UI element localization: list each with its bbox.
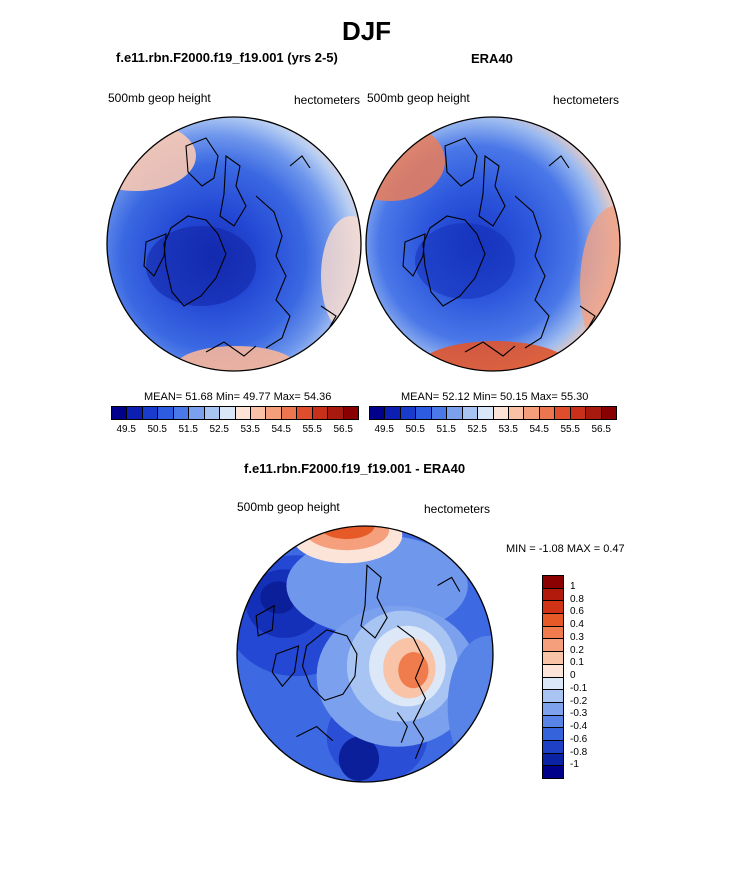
colorbar-swatch: [385, 407, 401, 419]
panel-units-label-model: hectometers: [294, 93, 361, 107]
colorbar-model: [111, 406, 359, 420]
colorbar-swatch: [543, 601, 563, 615]
panel-stats-obs: MEAN= 52.12 Min= 50.15 Max= 55.30: [401, 391, 589, 403]
colorbar-swatch: [400, 407, 417, 419]
colorbar-swatch: [586, 407, 602, 419]
colorbar-tick-label: -0.6: [570, 733, 588, 745]
panel-title-diff: f.e11.rbn.F2000.f19_f19.001 - ERA40: [244, 461, 466, 476]
colorbar-swatch: [543, 728, 563, 741]
colorbar-swatch: [493, 407, 509, 419]
colorbar-tick-label: 55.5: [302, 424, 322, 435]
colorbar-swatch: [112, 407, 128, 419]
colorbar-tick-label: -0.8: [570, 746, 588, 758]
colorbar-swatch: [173, 407, 190, 419]
colorbar-tick-label: 1: [570, 580, 576, 592]
colorbar-swatch: [543, 614, 563, 627]
colorbar-swatch: [431, 407, 448, 419]
panel-stats-diff: MIN = -1.08 MAX = 0.47: [506, 543, 625, 555]
colorbar-swatch: [127, 407, 143, 419]
colorbar-swatch: [543, 702, 563, 716]
colorbar-tick-label: 0: [570, 670, 576, 681]
colorbar-swatch: [543, 652, 563, 665]
panel-units-label-obs: hectometers: [553, 93, 620, 107]
colorbar-swatch: [250, 407, 267, 419]
colorbar-swatch: [220, 407, 236, 419]
colorbar-tick-label: 52.5: [209, 424, 229, 435]
colorbar-swatch: [370, 407, 386, 419]
colorbar-diff: [542, 575, 564, 779]
colorbar-swatch: [539, 407, 556, 419]
colorbar-tick-label: 56.5: [591, 424, 611, 435]
panel-title-obs: ERA40: [471, 51, 513, 66]
colorbar-swatch: [343, 407, 358, 419]
colorbar-tick-label: -0.4: [570, 721, 588, 732]
panel-left-label-diff: 500mb geop height: [237, 500, 340, 514]
figure-title: DJF: [341, 16, 392, 46]
colorbar-swatch: [543, 715, 563, 729]
colorbar-swatch: [204, 407, 221, 419]
colorbar-tick-label: 0.4: [570, 619, 584, 630]
colorbar-swatch: [555, 407, 571, 419]
colorbar-swatch: [312, 407, 329, 419]
colorbar-swatch: [543, 766, 563, 778]
colorbar-tick-label: 0.2: [570, 644, 584, 656]
colorbar-swatch: [447, 407, 463, 419]
colorbar-swatch: [543, 626, 563, 640]
colorbar-tick-label: -0.1: [570, 682, 588, 694]
colorbar-swatch: [543, 576, 563, 589]
colorbar-tick-label: 52.5: [467, 424, 487, 435]
colorbar-tick-label: 0.1: [570, 657, 584, 669]
colorbar-tick-label: 54.5: [529, 424, 549, 435]
colorbar-swatch: [543, 677, 563, 691]
colorbar-swatch: [543, 690, 563, 703]
colorbar-swatch: [235, 407, 251, 419]
colorbar-swatch: [543, 588, 563, 602]
colorbar-swatch: [524, 407, 540, 419]
colorbar-tick-label: 49.5: [374, 424, 394, 435]
colorbar-swatch: [543, 639, 563, 653]
colorbar-tick-label: 50.5: [405, 424, 425, 435]
panel-title-model: f.e11.rbn.F2000.f19_f19.001 (yrs 2-5): [116, 50, 338, 65]
colorbar-swatch: [543, 664, 563, 678]
colorbar-tick-label: -0.3: [570, 708, 588, 720]
colorbar-swatch: [189, 407, 205, 419]
panel-stats-model: MEAN= 51.68 Min= 49.77 Max= 54.36: [144, 391, 332, 403]
colorbar-obs: [369, 406, 617, 420]
colorbar-swatch: [601, 407, 616, 419]
colorbar-tick-label: 53.5: [240, 424, 260, 435]
colorbar-swatch: [281, 407, 298, 419]
polar-map-obs: [365, 116, 621, 372]
colorbar-swatch: [543, 753, 563, 767]
panel-left-label-obs: 500mb geop height: [367, 91, 470, 105]
colorbar-swatch: [142, 407, 159, 419]
colorbar-tick-label: 0.6: [570, 606, 584, 618]
colorbar-swatch: [297, 407, 313, 419]
colorbar-tick-label: 56.5: [333, 424, 353, 435]
colorbar-tick-label: 53.5: [498, 424, 518, 435]
colorbar-swatch: [416, 407, 432, 419]
colorbar-swatch: [158, 407, 174, 419]
colorbar-swatch: [543, 740, 563, 754]
colorbar-swatch: [328, 407, 344, 419]
colorbar-tick-label: 55.5: [560, 424, 580, 435]
colorbar-swatch: [266, 407, 282, 419]
colorbar-swatch: [478, 407, 494, 419]
colorbar-swatch: [462, 407, 479, 419]
colorbar-tick-label: 50.5: [147, 424, 167, 435]
colorbar-swatch: [570, 407, 587, 419]
colorbar-tick-label: 51.5: [436, 424, 456, 435]
polar-map-diff: [236, 525, 494, 783]
colorbar-swatch: [508, 407, 525, 419]
colorbar-tick-label: 0.3: [570, 631, 584, 643]
panel-left-label-model: 500mb geop height: [108, 91, 211, 105]
colorbar-tick-label: 54.5: [271, 424, 291, 435]
polar-map-model: [106, 116, 362, 372]
colorbar-tick-label: 51.5: [178, 424, 198, 435]
colorbar-tick-label: -0.2: [570, 695, 588, 707]
colorbar-tick-label: 0.8: [570, 593, 584, 605]
colorbar-tick-label: -1: [570, 759, 579, 771]
panel-units-label-diff: hectometers: [424, 502, 491, 516]
colorbar-tick-label: 49.5: [116, 424, 136, 435]
